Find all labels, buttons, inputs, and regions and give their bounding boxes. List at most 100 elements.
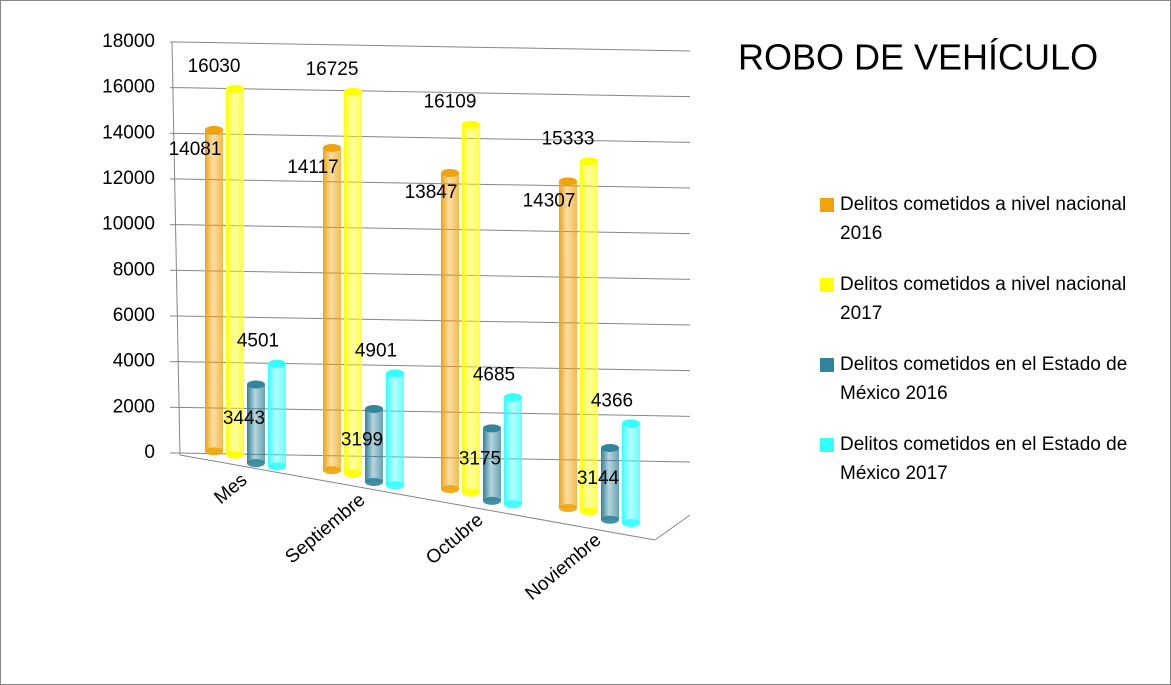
- y-tick-label: 18000: [102, 31, 155, 52]
- value-label: 4501: [237, 331, 279, 352]
- grid-line: [177, 132, 691, 143]
- value-label: 3144: [577, 468, 620, 489]
- bar-top: [622, 419, 640, 428]
- grid-line: [177, 269, 691, 280]
- bar-bottom: [622, 519, 640, 528]
- y-tick-label: 4000: [113, 351, 155, 372]
- bar-top: [559, 177, 577, 186]
- bar: [386, 373, 404, 486]
- floor-edge: [654, 514, 691, 541]
- bar-bottom: [504, 500, 522, 509]
- legend-swatch: [820, 438, 834, 452]
- bar-top: [441, 168, 459, 177]
- bar-top: [226, 84, 244, 93]
- value-label: 16030: [188, 56, 241, 77]
- y-tick-label: 12000: [102, 168, 155, 189]
- y-tick-label: 16000: [102, 77, 155, 98]
- bar: [559, 181, 577, 509]
- value-label: 16109: [424, 92, 477, 113]
- bar-bottom: [483, 496, 501, 505]
- bar: [580, 161, 598, 512]
- value-label: 3199: [341, 429, 383, 450]
- bar-bottom: [441, 485, 459, 494]
- bar-top: [323, 143, 341, 152]
- bar: [504, 397, 522, 505]
- value-label: 16725: [306, 59, 359, 80]
- bar-top: [580, 157, 598, 166]
- bar: [483, 428, 501, 501]
- legend-label: Delitos cometidos en el Estado de México…: [840, 354, 1128, 404]
- legend-item: Delitos cometidos en el Estado de México…: [820, 350, 1130, 408]
- legend-item: Delitos cometidos a nivel nacional 2017: [820, 270, 1130, 328]
- bar: [226, 88, 244, 455]
- legend-swatch: [820, 358, 834, 372]
- bar: [601, 447, 619, 520]
- bar: [441, 172, 459, 490]
- bar: [268, 363, 286, 467]
- legend-label: Delitos cometidos en el Estado de México…: [840, 434, 1128, 484]
- bar-top: [504, 393, 522, 402]
- grid-line: [177, 178, 691, 189]
- bar-top: [601, 443, 619, 452]
- y-axis: [171, 41, 181, 456]
- bar-bottom: [365, 478, 383, 486]
- bar-bottom: [559, 504, 577, 513]
- value-label: 3443: [223, 408, 265, 429]
- bar-bottom: [226, 450, 244, 459]
- bar-bottom: [601, 515, 619, 524]
- grid-line: [177, 41, 691, 52]
- legend-swatch: [820, 278, 834, 292]
- y-tick-label: 6000: [113, 305, 155, 326]
- grid-line: [177, 361, 691, 372]
- value-label: 14307: [523, 190, 576, 211]
- bar-top: [386, 369, 404, 378]
- grid-line: [177, 315, 691, 326]
- bar-bottom: [205, 447, 223, 456]
- legend-swatch: [820, 198, 834, 212]
- y-tick-label: 0: [144, 442, 155, 463]
- legend-item: Delitos cometidos a nivel nacional 2016: [820, 190, 1130, 248]
- bar-top: [462, 120, 480, 129]
- bar: [344, 91, 362, 474]
- value-label: 4901: [355, 340, 397, 361]
- bar-bottom: [344, 469, 362, 478]
- value-label: 4685: [473, 364, 515, 385]
- grid-line: [177, 87, 691, 98]
- bar: [622, 423, 640, 524]
- floor-edge: [179, 454, 656, 541]
- y-tick-label: 2000: [113, 396, 155, 417]
- y-tick-label: 10000: [102, 214, 155, 235]
- bar-bottom: [580, 507, 598, 516]
- legend: Delitos cometidos a nivel nacional 2016 D…: [820, 190, 1130, 510]
- bar-bottom: [268, 462, 286, 471]
- bar-top: [365, 404, 383, 413]
- y-tick-label: 8000: [113, 259, 155, 280]
- grid-line: [177, 224, 691, 235]
- bar: [462, 124, 480, 493]
- value-label: 13847: [405, 182, 458, 203]
- bar-bottom: [323, 466, 341, 475]
- bar-bottom: [462, 488, 480, 497]
- bar: [323, 147, 341, 471]
- legend-item: Delitos cometidos en el Estado de México…: [820, 430, 1130, 488]
- y-tick-label: 14000: [102, 122, 155, 143]
- bar: [205, 129, 223, 452]
- bar-top: [247, 380, 265, 389]
- bar-top: [205, 125, 223, 134]
- value-label: 3175: [459, 449, 501, 470]
- value-label: 15333: [542, 128, 595, 149]
- value-label: 4366: [591, 390, 633, 411]
- value-label: 14081: [169, 139, 222, 160]
- chart-title: ROBO DE VEHÍCULO: [738, 37, 1098, 78]
- bar-top: [344, 87, 362, 96]
- bar: [365, 408, 383, 482]
- bar-top: [268, 359, 286, 368]
- bar-top: [483, 424, 501, 433]
- legend-label: Delitos cometidos a nivel nacional 2016: [840, 194, 1127, 244]
- legend-label: Delitos cometidos a nivel nacional 2017: [840, 274, 1127, 324]
- bar: [247, 384, 265, 464]
- value-label: 14117: [287, 157, 338, 178]
- bar-bottom: [386, 481, 404, 490]
